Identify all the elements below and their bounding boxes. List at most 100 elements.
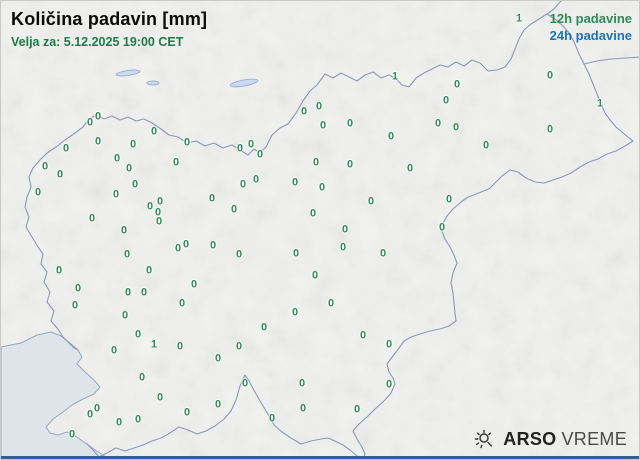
station-value: 1	[596, 97, 604, 110]
station-value: 0	[140, 286, 148, 299]
page-title: Količina padavin [mm]	[11, 9, 208, 29]
station-value: 0	[129, 138, 137, 151]
header: Količina padavin [mm] Velja za: 5.12.202…	[11, 9, 207, 49]
lake	[115, 69, 141, 77]
valid-time-label: Velja za: 5.12.2025 19:00 CET	[11, 35, 184, 49]
brand-agency: ARSO	[503, 428, 557, 449]
station-value: 0	[94, 110, 102, 123]
lake	[229, 78, 259, 88]
station-value: 0	[176, 340, 184, 353]
weather-sun-icon	[475, 429, 493, 449]
station-value: 0	[134, 413, 142, 426]
station-value: 0	[319, 119, 327, 132]
station-value: 0	[123, 248, 131, 261]
station-value: 0	[239, 178, 247, 191]
station-value: 1	[515, 12, 523, 25]
station-value: 0	[71, 299, 79, 312]
station-value: 0	[155, 215, 163, 228]
station-value: 0	[359, 329, 367, 342]
station-value: 0	[299, 402, 307, 415]
legend: 12h padavine 24h padavine	[550, 10, 632, 44]
station-value: 0	[131, 178, 139, 191]
station-value: 0	[445, 193, 453, 206]
station-value: 0	[125, 162, 133, 175]
station-value: 0	[145, 264, 153, 277]
station-value: 0	[113, 152, 121, 165]
station-value: 0	[546, 123, 554, 136]
station-value: 1	[391, 70, 399, 83]
lakes	[115, 69, 259, 88]
station-value: 0	[482, 139, 490, 152]
station-value: 0	[41, 160, 49, 173]
station-value: 0	[252, 173, 260, 186]
station-value: 0	[341, 223, 349, 236]
station-value: 0	[298, 377, 306, 390]
station-value: 0	[309, 207, 317, 220]
station-value: 1	[150, 338, 158, 351]
station-value: 0	[260, 321, 268, 334]
station-value: 0	[208, 192, 216, 205]
legend-item-12h-padavine[interactable]: 12h padavine	[549, 11, 632, 26]
station-value: 0	[214, 352, 222, 365]
station-value: 0	[292, 247, 300, 260]
station-value: 0	[183, 406, 191, 419]
station-value: 0	[327, 297, 335, 310]
station-value: 0	[55, 264, 63, 277]
station-value: 0	[442, 94, 450, 107]
station-value: 0	[268, 412, 276, 425]
station-value: 0	[346, 158, 354, 171]
station-value: 0	[453, 78, 461, 91]
station-value: 0	[434, 117, 442, 130]
station-value: 0	[312, 156, 320, 169]
station-value: 0	[88, 212, 96, 225]
country-border-austria-hungary	[583, 56, 639, 65]
station-value: 0	[34, 186, 42, 199]
station-value: 0	[124, 286, 132, 299]
station-value: 0	[74, 282, 82, 295]
station-value: 0	[236, 142, 244, 155]
station-value: 0	[235, 248, 243, 261]
station-value: 0	[93, 402, 101, 415]
station-value: 0	[367, 195, 375, 208]
branding: ARSO VREME	[472, 428, 627, 450]
station-value: 0	[214, 398, 222, 411]
station-value: 0	[172, 156, 180, 169]
station-value: 0	[256, 148, 264, 161]
station-value: 0	[150, 125, 158, 138]
station-value: 0	[209, 239, 217, 252]
station-value: 0	[174, 242, 182, 255]
station-value: 0	[387, 130, 395, 143]
bottom-accent-bar	[1, 456, 639, 459]
station-value: 0	[346, 117, 354, 130]
station-value: 0	[68, 428, 76, 441]
station-value: 0	[291, 306, 299, 319]
station-value: 0	[112, 188, 120, 201]
station-value: 0	[121, 309, 129, 322]
station-value: 0	[291, 176, 299, 189]
station-value: 0	[94, 135, 102, 148]
station-value: 0	[406, 162, 414, 175]
country-border-hungary	[546, 13, 634, 142]
brand-wordmark: ARSO VREME	[503, 429, 627, 450]
country-border-croatia	[86, 140, 634, 459]
station-value: 0	[86, 116, 94, 129]
station-value: 0	[156, 391, 164, 404]
station-value: 0	[546, 69, 554, 82]
station-value: 0	[183, 136, 191, 149]
station-value: 0	[353, 403, 361, 416]
country-border-austria	[88, 1, 562, 156]
station-value: 0	[311, 269, 319, 282]
brand-product: VREME	[561, 428, 627, 449]
station-value: 0	[56, 168, 64, 181]
station-value: 0	[146, 200, 154, 213]
station-value: 0	[86, 408, 94, 421]
station-value: 0	[138, 371, 146, 384]
station-value: 0	[156, 195, 164, 208]
legend-item-24h-padavine[interactable]: 24h padavine	[549, 28, 632, 43]
lake	[146, 80, 160, 86]
station-value: 0	[379, 247, 387, 260]
